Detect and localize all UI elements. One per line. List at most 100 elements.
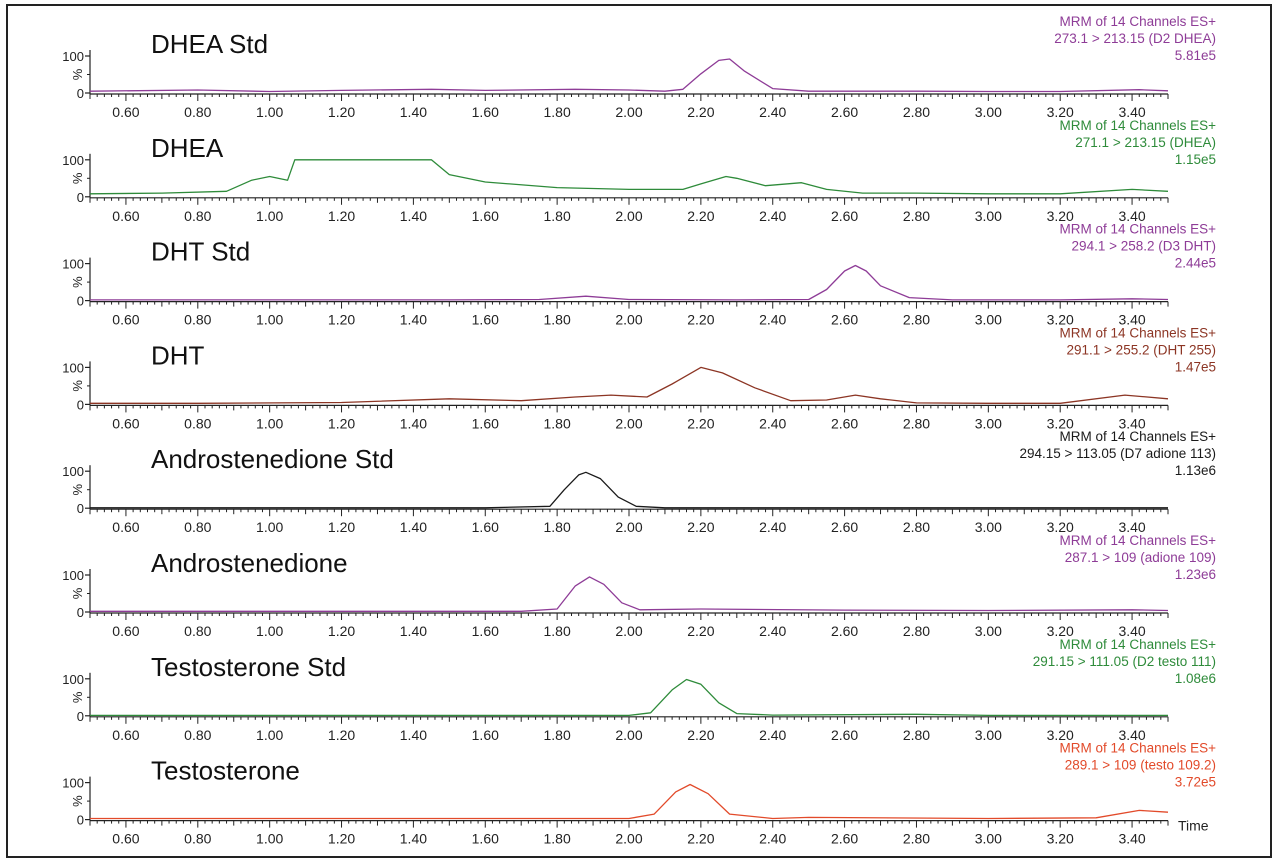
panel-3: DHT Std MRM of 14 Channels ES+ 294.1 > 258… <box>62 222 1216 328</box>
y-tick-label: 0 <box>77 190 84 205</box>
x-tick-label: 2.20 <box>687 727 714 743</box>
x-tick-label: 0.80 <box>184 831 211 847</box>
y-tick-label: 0 <box>77 397 84 412</box>
x-tick-label: 2.40 <box>759 312 786 328</box>
x-tick-label: 1.00 <box>256 831 283 847</box>
y-unit-label: % <box>70 587 85 599</box>
x-tick-label: 2.60 <box>831 415 858 431</box>
x-tick-label: 2.60 <box>831 623 858 639</box>
panel-info-line: 1.47e5 <box>1175 359 1216 374</box>
panel-8: Testosterone MRM of 14 Channels ES+ 289.1 … <box>62 741 1216 847</box>
x-tick-label: 2.40 <box>759 104 786 120</box>
panel-info-line: 2.44e5 <box>1175 256 1216 271</box>
x-tick-label: 3.20 <box>1047 519 1074 535</box>
x-tick-label: 3.40 <box>1118 727 1145 743</box>
x-tick-label: 2.00 <box>615 623 642 639</box>
x-tick-label: 1.80 <box>544 104 571 120</box>
x-tick-label: 1.20 <box>328 312 355 328</box>
x-tick-label: 1.80 <box>544 415 571 431</box>
x-tick-label: 2.20 <box>687 415 714 431</box>
y-tick-label: 100 <box>62 153 84 168</box>
y-tick-label: 100 <box>62 360 84 375</box>
x-tick-label: 2.40 <box>759 831 786 847</box>
x-tick-label: 1.40 <box>400 415 427 431</box>
y-tick-label: 100 <box>62 672 84 687</box>
x-tick-label: 2.00 <box>615 104 642 120</box>
x-tick-label: 1.80 <box>544 208 571 224</box>
x-tick-label: 3.00 <box>975 415 1002 431</box>
x-tick-label: 3.40 <box>1118 415 1145 431</box>
x-tick-label: 1.00 <box>256 519 283 535</box>
panel-title: Testosterone Std <box>151 652 346 682</box>
x-tick-label: 1.40 <box>400 104 427 120</box>
x-tick-label: 1.80 <box>544 623 571 639</box>
x-tick-label: 1.80 <box>544 312 571 328</box>
x-tick-label: 1.80 <box>544 519 571 535</box>
x-tick-label: 0.60 <box>112 415 139 431</box>
panel-info-line: 273.1 > 213.15 (D2 DHEA) <box>1054 31 1216 46</box>
x-tick-label: 1.00 <box>256 415 283 431</box>
panel-5: Androstenedione Std MRM of 14 Channels ES… <box>62 429 1216 535</box>
x-tick-label: 3.40 <box>1118 208 1145 224</box>
x-axis-label: Time <box>1178 818 1209 834</box>
x-tick-label: 3.40 <box>1118 831 1145 847</box>
panel-info-line: 294.1 > 258.2 (D3 DHT) <box>1072 239 1216 254</box>
x-tick-label: 3.00 <box>975 519 1002 535</box>
x-tick-label: 2.80 <box>903 415 930 431</box>
y-tick-label: 100 <box>62 49 84 64</box>
x-tick-label: 1.40 <box>400 623 427 639</box>
series-line <box>90 576 1169 612</box>
x-tick-label: 2.60 <box>831 727 858 743</box>
x-tick-label: 1.20 <box>328 208 355 224</box>
x-tick-label: 2.60 <box>831 519 858 535</box>
x-tick-label: 1.40 <box>400 519 427 535</box>
y-tick-label: 0 <box>77 813 84 828</box>
x-tick-label: 3.40 <box>1118 623 1145 639</box>
panel-info-line: 1.08e6 <box>1175 671 1216 686</box>
x-tick-label: 2.80 <box>903 727 930 743</box>
x-tick-label: 1.20 <box>328 831 355 847</box>
y-unit-label: % <box>70 380 85 392</box>
x-tick-label: 1.00 <box>256 312 283 328</box>
x-tick-label: 2.00 <box>615 519 642 535</box>
y-unit-label: % <box>70 483 85 495</box>
panel-title: DHEA Std <box>151 29 268 59</box>
x-tick-label: 0.80 <box>184 208 211 224</box>
x-tick-label: 3.20 <box>1047 727 1074 743</box>
panel-info-line: MRM of 14 Channels ES+ <box>1060 741 1217 756</box>
x-tick-label: 2.20 <box>687 208 714 224</box>
x-tick-label: 3.20 <box>1047 312 1074 328</box>
panel-info-line: 1.15e5 <box>1175 152 1216 167</box>
x-tick-label: 3.40 <box>1118 519 1145 535</box>
x-tick-label: 2.80 <box>903 519 930 535</box>
x-tick-label: 1.00 <box>256 208 283 224</box>
x-tick-label: 1.00 <box>256 104 283 120</box>
panel-7: Testosterone Std MRM of 14 Channels ES+ 29… <box>62 637 1216 743</box>
x-tick-label: 1.00 <box>256 623 283 639</box>
x-tick-label: 3.00 <box>975 727 1002 743</box>
x-tick-label: 2.40 <box>759 519 786 535</box>
series-line <box>90 678 1168 717</box>
x-tick-label: 1.60 <box>472 312 499 328</box>
x-tick-label: 1.40 <box>400 312 427 328</box>
y-unit-label: % <box>70 276 85 288</box>
y-tick-label: 0 <box>77 294 84 309</box>
x-tick-label: 2.20 <box>687 623 714 639</box>
x-tick-label: 1.60 <box>472 831 499 847</box>
x-tick-label: 2.80 <box>903 104 930 120</box>
x-tick-label: 3.20 <box>1047 831 1074 847</box>
panel-info-line: MRM of 14 Channels ES+ <box>1060 14 1217 29</box>
x-tick-label: 0.60 <box>112 519 139 535</box>
y-tick-label: 100 <box>62 257 84 272</box>
x-tick-label: 3.40 <box>1118 104 1145 120</box>
panel-info-line: MRM of 14 Channels ES+ <box>1060 533 1217 548</box>
x-tick-label: 0.80 <box>184 104 211 120</box>
x-tick-label: 3.00 <box>975 208 1002 224</box>
series-line <box>90 366 1169 404</box>
x-tick-label: 1.60 <box>472 104 499 120</box>
x-tick-label: 2.40 <box>759 727 786 743</box>
x-tick-label: 3.40 <box>1118 312 1145 328</box>
panel-info-line: MRM of 14 Channels ES+ <box>1060 429 1217 444</box>
x-tick-label: 2.60 <box>831 208 858 224</box>
